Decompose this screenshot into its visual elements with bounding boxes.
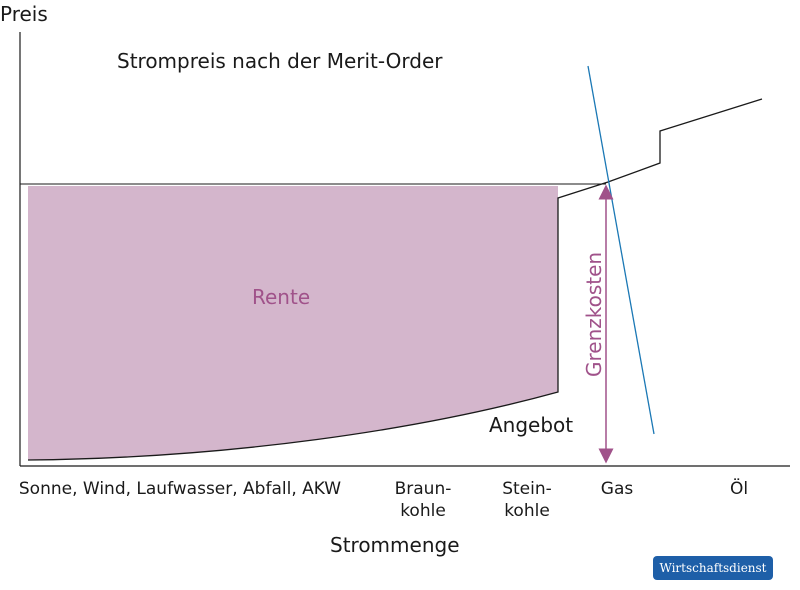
rent-label: Rente <box>252 285 310 309</box>
rent-area <box>28 186 558 460</box>
marginal-cost-label: Grenzkosten <box>582 252 606 377</box>
wirtschaftsdienst-badge[interactable]: Wirtschaftsdienst <box>653 556 773 580</box>
supply-label: Angebot <box>489 413 573 437</box>
y-axis-label: Preis <box>0 2 48 26</box>
category-label: Gas <box>601 479 634 499</box>
category-label: Braun-kohle <box>395 479 452 521</box>
chart-title: Strompreis nach der Merit-Order <box>117 49 443 73</box>
demand-line <box>587 65 655 435</box>
category-label: Öl <box>730 477 748 499</box>
category-label: Stein-kohle <box>502 479 552 521</box>
x-axis-label: Strommenge <box>330 533 460 557</box>
category-label: Sonne, Wind, Laufwasser, Abfall, AKW <box>19 479 341 499</box>
supply-curve <box>27 98 763 461</box>
category-labels: Sonne, Wind, Laufwasser, Abfall, AKW Brau… <box>19 477 748 521</box>
